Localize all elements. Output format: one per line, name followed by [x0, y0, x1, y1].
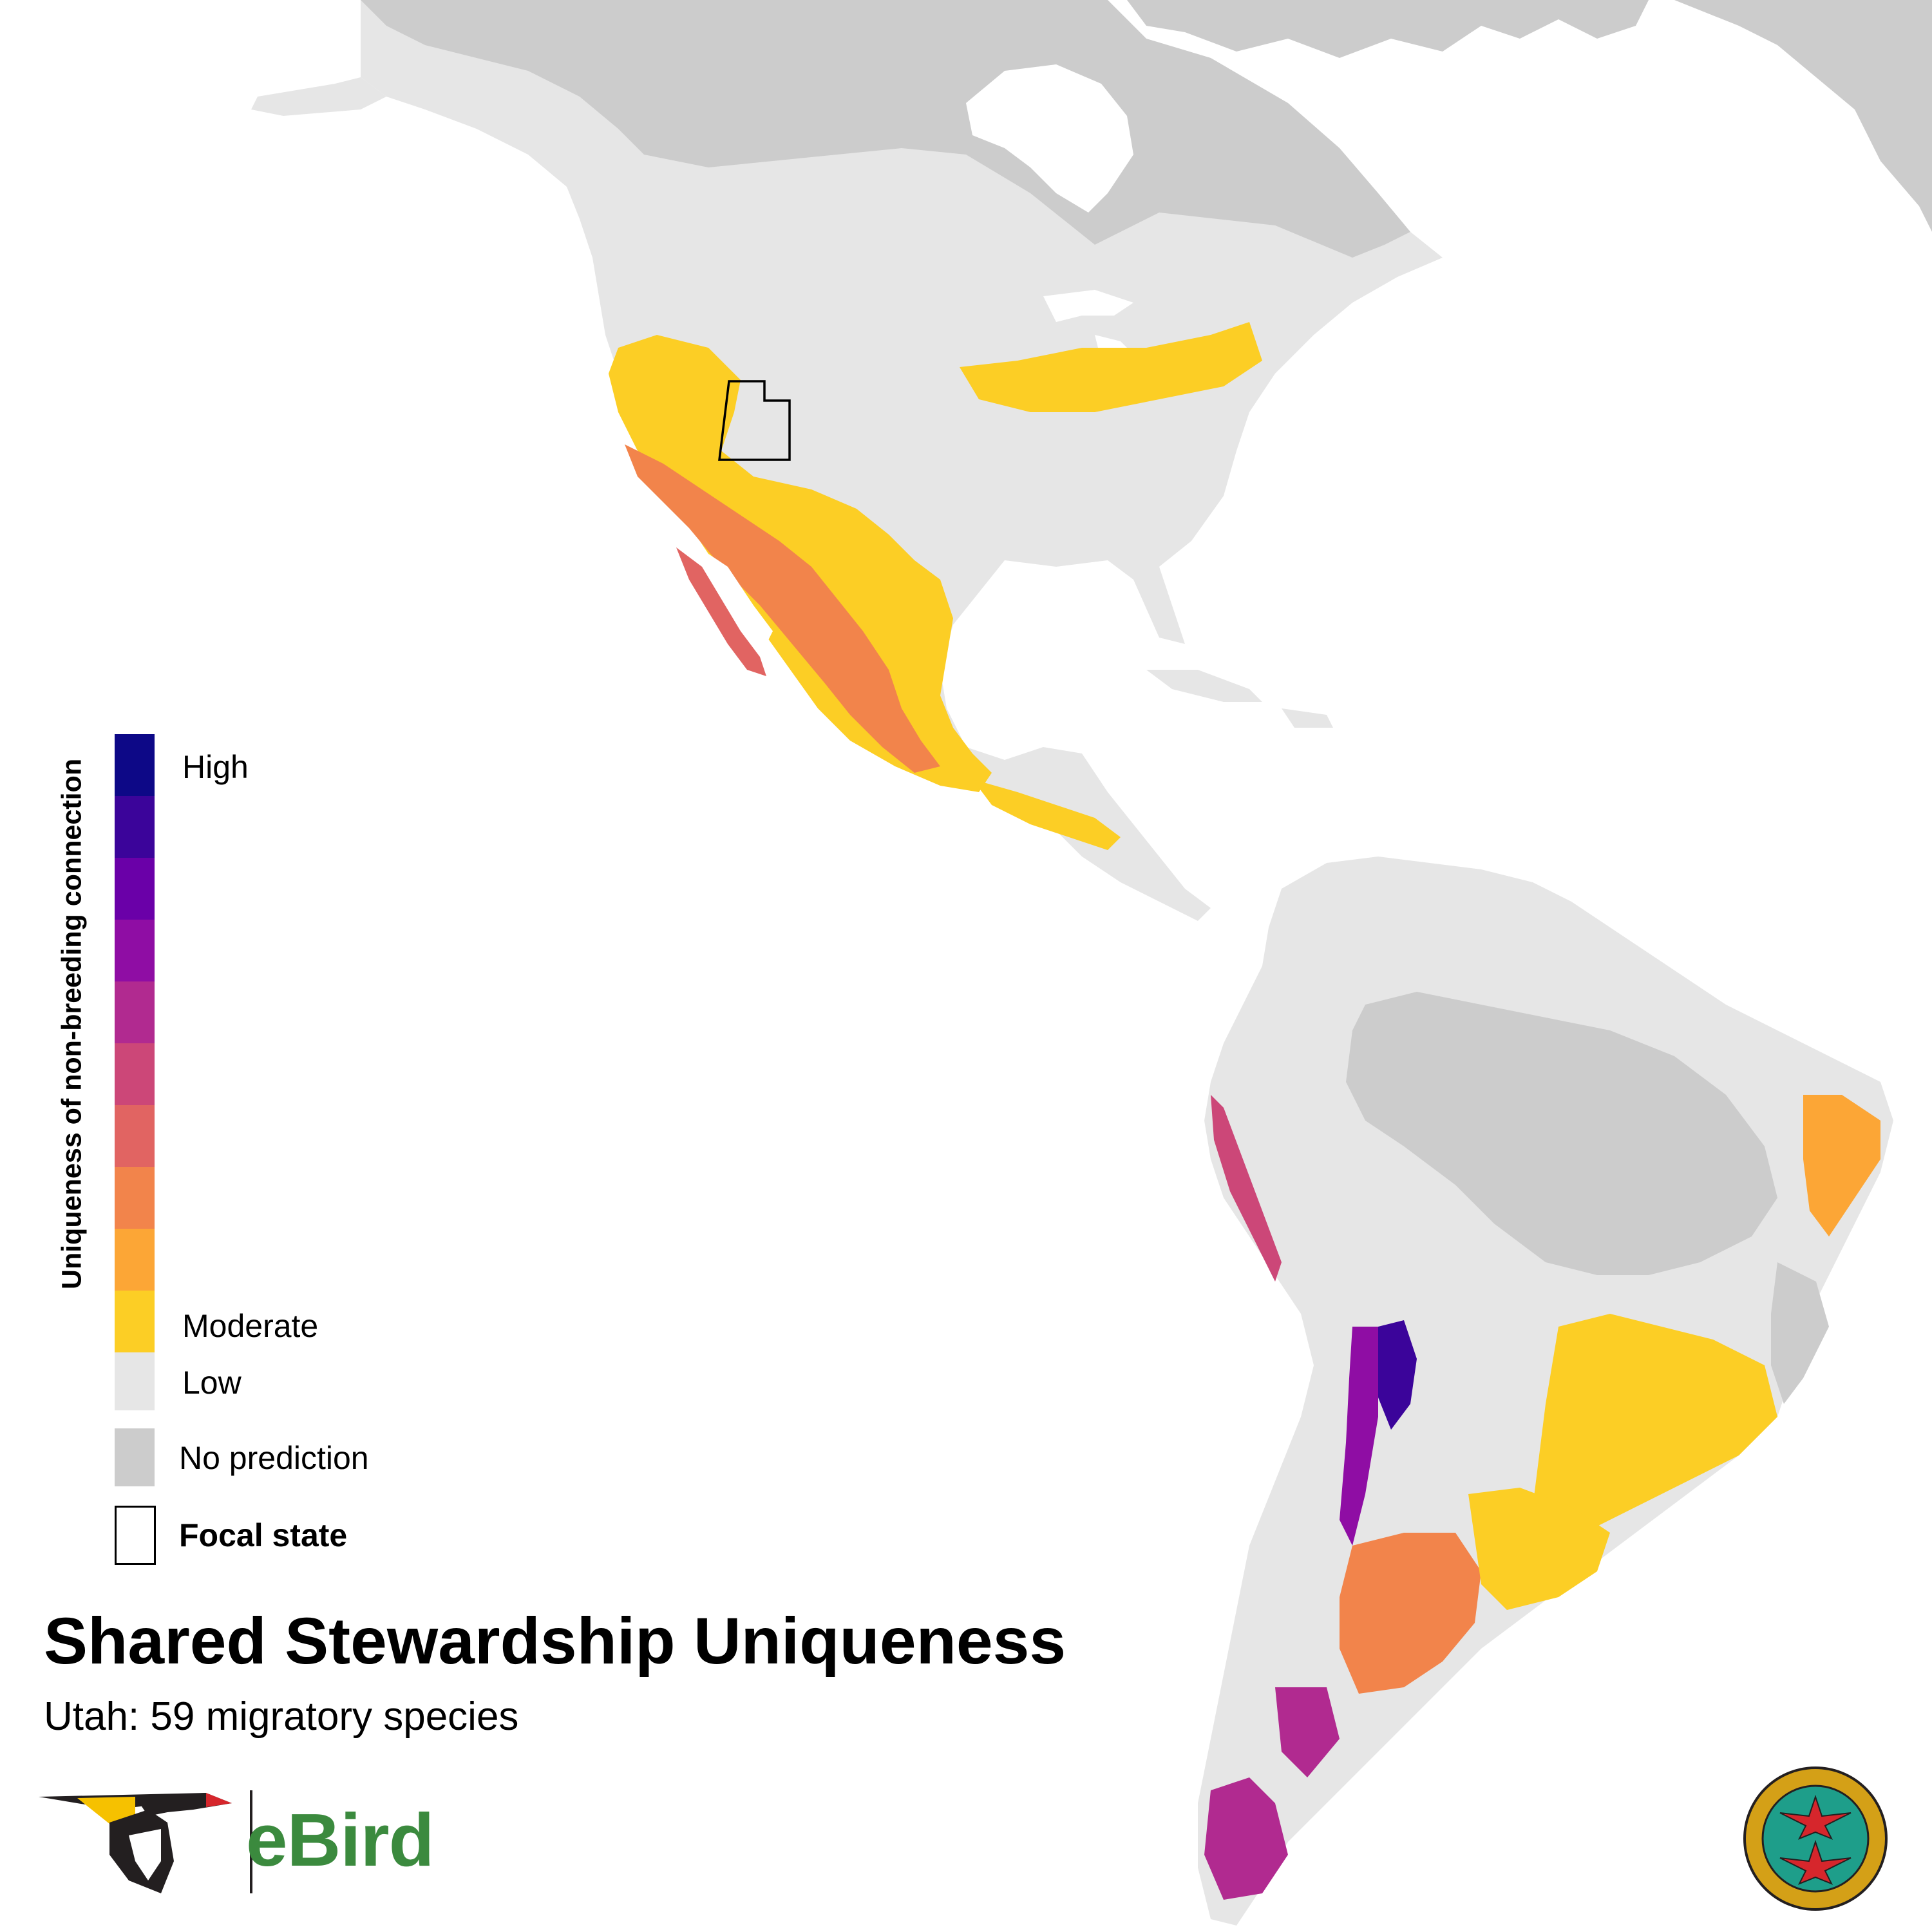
eastern-moderate-band: [960, 322, 1262, 412]
southwest-orange-core: [625, 444, 940, 773]
brazil-coast-no-prediction: [1771, 1262, 1829, 1404]
partners-in-flight-seal-icon: [1743, 1766, 1888, 1911]
legend-scale-swatch-4: [115, 981, 155, 1043]
legend-axis-title: Uniqueness of non-breeding connection: [56, 758, 88, 1290]
legend-low-label: Low: [182, 1365, 242, 1401]
baja-orange: [676, 547, 766, 676]
map-title: Shared Stewardship Uniqueness: [44, 1604, 1066, 1678]
legend-scale-swatch-7: [115, 1167, 155, 1229]
amazon-no-prediction: [1346, 992, 1777, 1275]
legend-color-scale: [115, 734, 155, 1352]
ebird-bird-logo-icon: [39, 1790, 252, 1893]
legend-scale-swatch-0: [115, 734, 155, 796]
patagonia-magenta: [1204, 1687, 1340, 1900]
argentina-orange: [1340, 1533, 1481, 1694]
legend-no-prediction-swatch: [115, 1428, 155, 1486]
legend-focal-state-label: Focal state: [179, 1517, 348, 1553]
caribbean-islands: [1146, 670, 1333, 728]
legend-scale-swatch-3: [115, 920, 155, 981]
hudson-bay: [966, 64, 1133, 213]
canada-no-prediction: [361, 0, 1410, 258]
legend-scale-swatch-1: [115, 796, 155, 858]
legend-high-label: High: [182, 749, 249, 785]
legend-low-swatch: [115, 1352, 155, 1410]
andes-high-cluster: [1372, 1320, 1417, 1430]
pacific-coast-magenta: [1211, 1095, 1282, 1282]
legend-moderate-label: Moderate: [182, 1308, 319, 1344]
south-brazil-moderate: [1468, 1488, 1610, 1610]
legend-scale-swatch-2: [115, 858, 155, 920]
focal-state-outline: [718, 380, 791, 461]
legend-scale-swatch-6: [115, 1105, 155, 1167]
legend-focal-state-swatch: [115, 1506, 156, 1565]
legend-scale-swatch-8: [115, 1229, 155, 1291]
ebird-wordmark: eBird: [246, 1798, 435, 1882]
legend-no-prediction-label: No prediction: [179, 1440, 369, 1476]
north-america-land: [361, 0, 1443, 921]
greenland-region: [1674, 0, 1932, 232]
northeast-brazil-moderate: [1803, 1095, 1880, 1236]
alaska-land: [251, 77, 386, 116]
legend-scale-swatch-9: [115, 1291, 155, 1352]
map-subtitle: Utah: 59 migratory species: [44, 1694, 519, 1739]
arctic-islands: [1127, 0, 1649, 58]
legend-scale-swatch-5: [115, 1043, 155, 1105]
central-america-moderate: [972, 779, 1121, 850]
gulf-of-california: [708, 554, 773, 644]
brazil-moderate: [1533, 1314, 1777, 1546]
andes-purple-strip: [1340, 1327, 1378, 1546]
